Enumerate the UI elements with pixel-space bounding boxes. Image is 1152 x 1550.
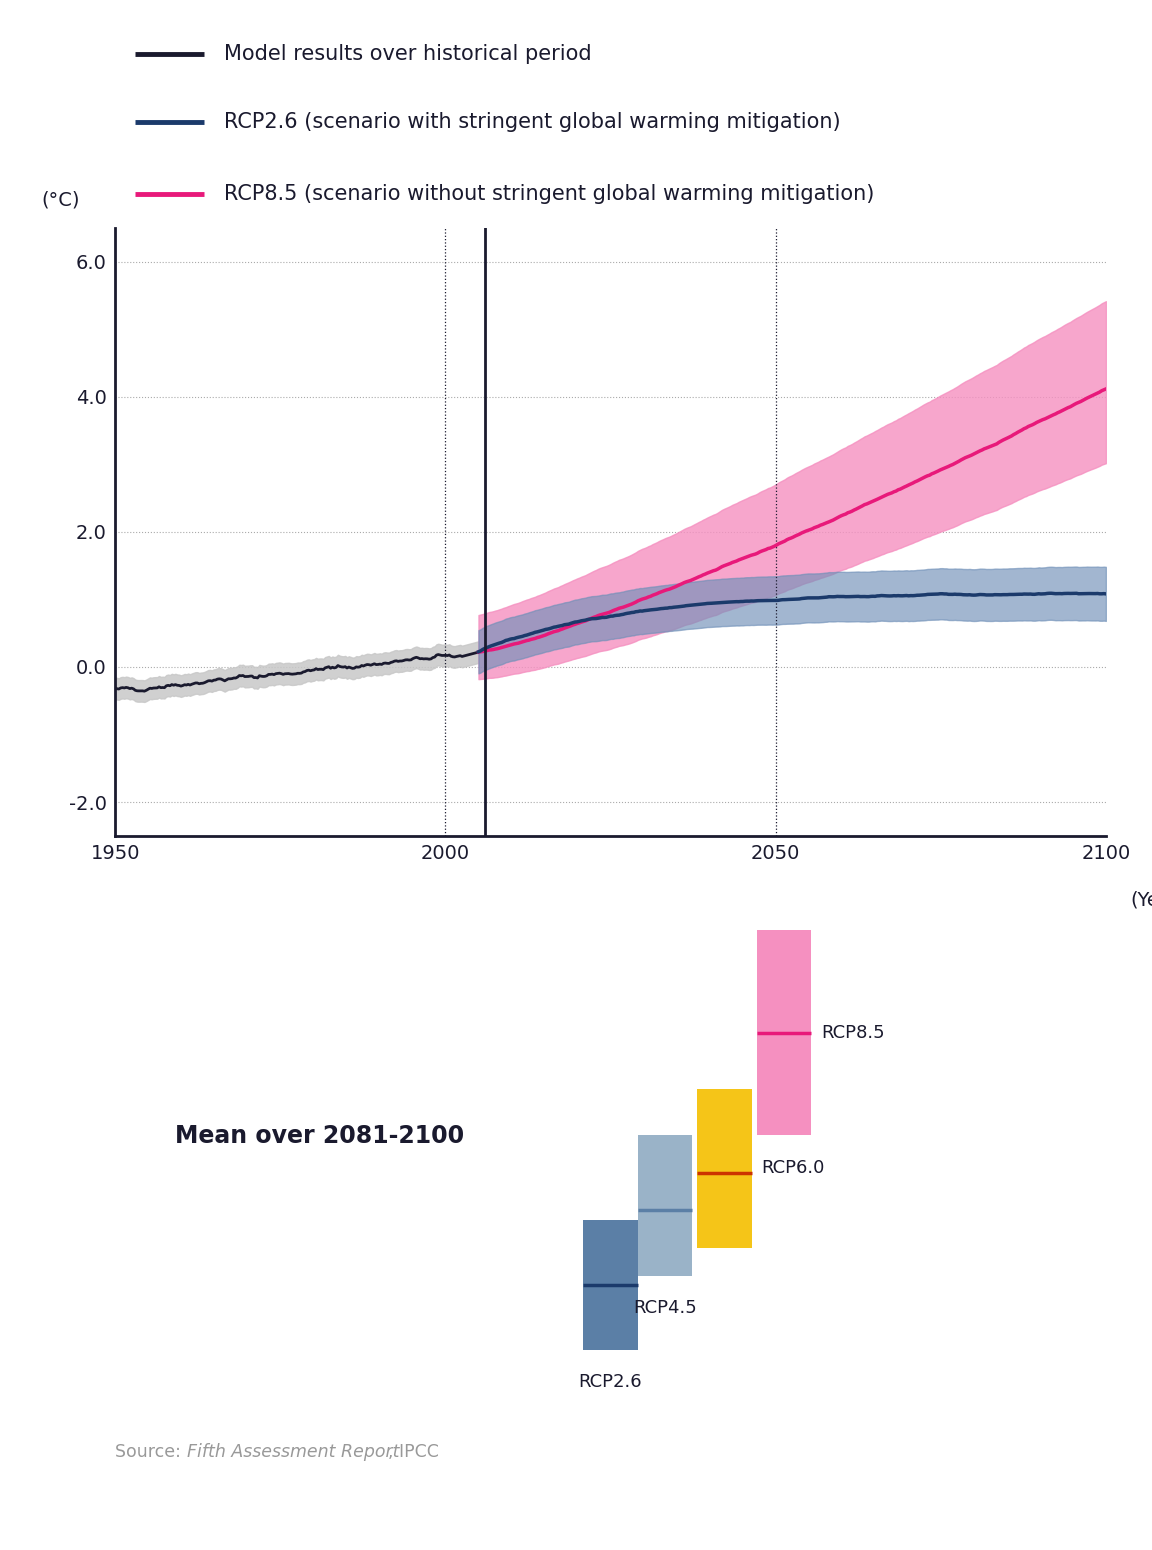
Text: RCP8.5 (scenario without stringent global warming mitigation): RCP8.5 (scenario without stringent globa… <box>225 184 874 205</box>
Text: RCP6.0: RCP6.0 <box>761 1159 825 1176</box>
Text: Model results over historical period: Model results over historical period <box>225 43 592 64</box>
Text: RCP8.5: RCP8.5 <box>821 1023 885 1042</box>
Bar <box>757 930 811 1136</box>
Text: , IPCC: , IPCC <box>387 1443 439 1462</box>
Text: Source:: Source: <box>115 1443 187 1462</box>
Text: RCP2.6: RCP2.6 <box>578 1373 643 1392</box>
Bar <box>638 1136 692 1276</box>
Text: RCP2.6 (scenario with stringent global warming mitigation): RCP2.6 (scenario with stringent global w… <box>225 112 841 132</box>
Text: Fifth Assessment Report: Fifth Assessment Report <box>187 1443 399 1462</box>
Text: (°C): (°C) <box>41 191 79 209</box>
Bar <box>697 1088 752 1248</box>
Bar <box>583 1220 638 1350</box>
Text: (Year): (Year) <box>1130 890 1152 910</box>
Text: Mean over 2081-2100: Mean over 2081-2100 <box>175 1124 464 1149</box>
Text: RCP4.5: RCP4.5 <box>634 1299 697 1316</box>
